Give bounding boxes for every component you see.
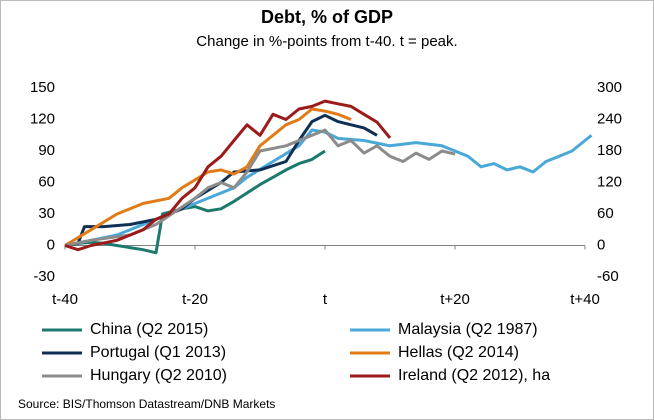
- y2-tick-label: 300: [597, 79, 622, 96]
- source-note: Source: BIS/Thomson Datastream/DNB Marke…: [18, 397, 275, 411]
- series-line: [64, 99, 392, 252]
- x-tick-label: t: [323, 291, 328, 308]
- y-tick-label: 90: [38, 142, 55, 159]
- y2-tick-label: 120: [597, 173, 622, 190]
- series-line: [64, 128, 456, 247]
- legend-label: Portugal (Q1 2013): [90, 344, 226, 361]
- y2-tick-label: 0: [597, 236, 605, 253]
- y-tick-label: 30: [38, 205, 55, 222]
- y2-tick-label: 240: [597, 110, 622, 127]
- y-tick-label: 120: [30, 110, 55, 127]
- series-line: [64, 107, 352, 247]
- x-tick-label: t-20: [182, 291, 208, 308]
- series-line: [64, 113, 378, 247]
- y-tick-label: 150: [30, 79, 55, 96]
- y-tick-label: -30: [33, 268, 55, 285]
- y2-tick-label: -60: [597, 268, 619, 285]
- y-tick-label: 0: [47, 236, 55, 253]
- x-tick-label: t+20: [440, 291, 470, 308]
- x-tick-label: t+40: [570, 291, 600, 308]
- legend-label: Malaysia (Q2 1987): [398, 321, 538, 338]
- series-line: [64, 149, 326, 255]
- legend-label: Hungary (Q2 2010): [90, 367, 227, 384]
- y-tick-label: 60: [38, 173, 55, 190]
- legend-label: Ireland (Q2 2012), ha: [398, 367, 550, 384]
- y2-tick-label: 60: [597, 205, 614, 222]
- chart-subtitle: Change in %-points from t-40. t = peak.: [196, 33, 457, 50]
- legend-label: China (Q2 2015): [90, 321, 208, 338]
- x-tick-label: t-40: [52, 291, 78, 308]
- legend-label: Hellas (Q2 2014): [398, 344, 519, 361]
- y2-tick-label: 180: [597, 142, 622, 159]
- chart-title: Debt, % of GDP: [261, 7, 393, 27]
- series-line: [64, 128, 593, 247]
